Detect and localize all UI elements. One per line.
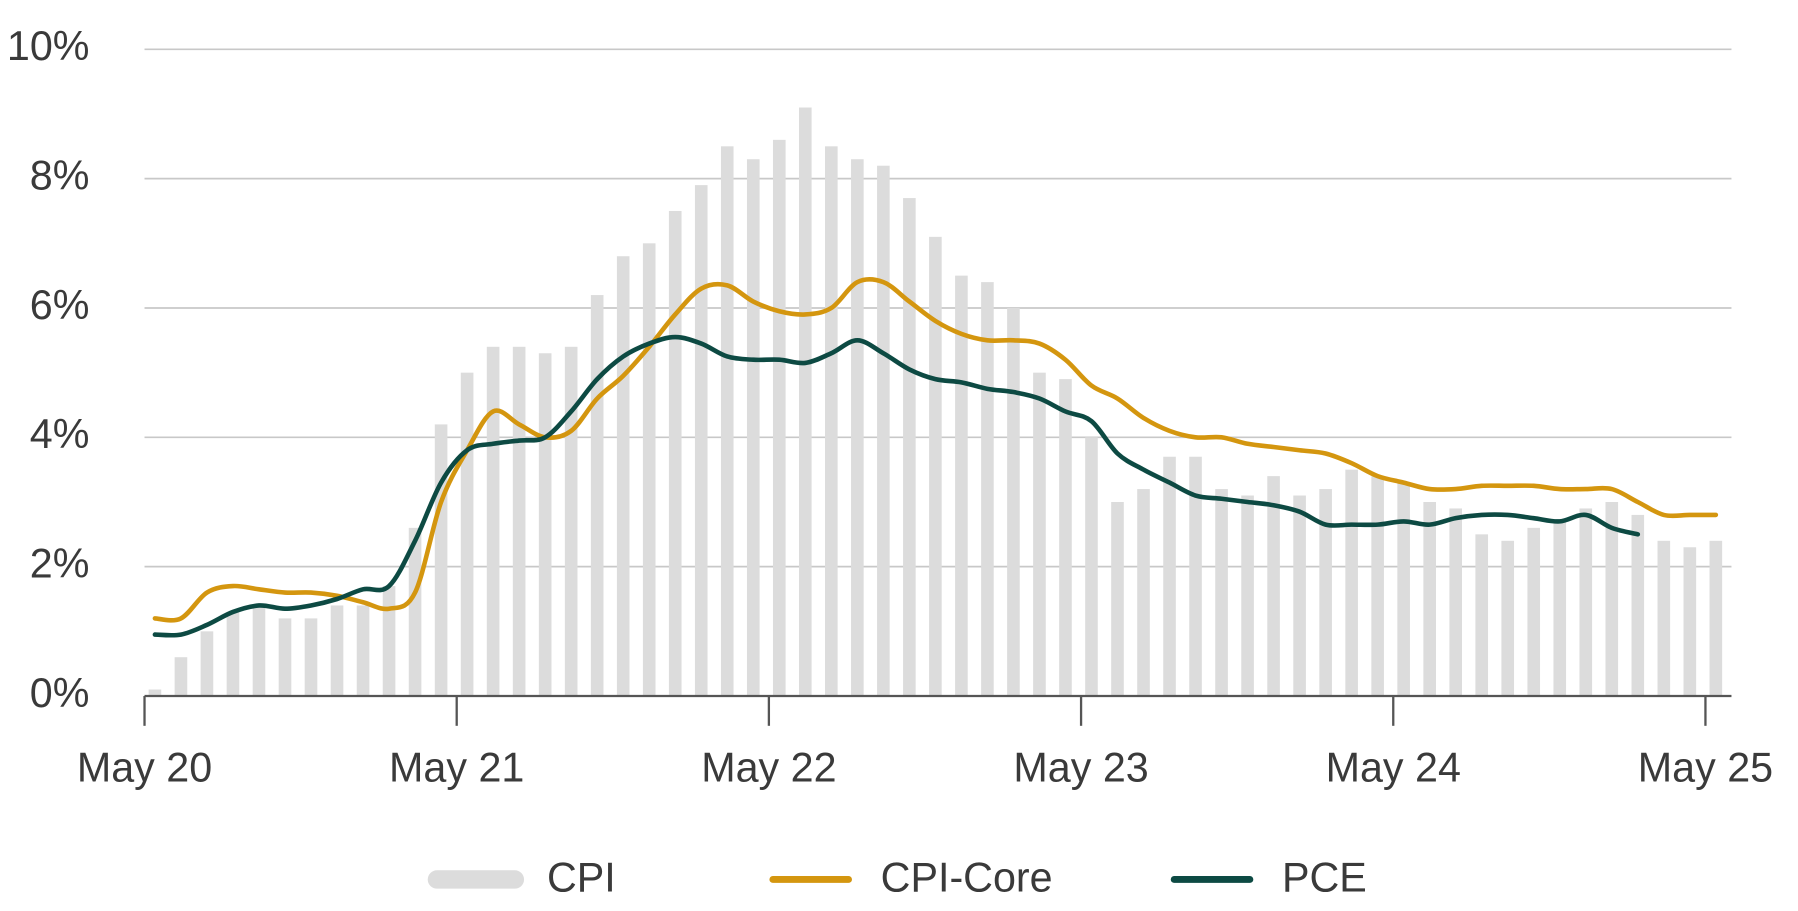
bar — [252, 605, 266, 697]
bar — [981, 282, 994, 697]
y-tick-label: 6% — [30, 282, 90, 328]
bar — [1241, 495, 1254, 697]
y-tick-label: 10% — [7, 23, 90, 69]
bar — [616, 256, 630, 697]
bar — [538, 353, 552, 697]
bar — [1111, 501, 1124, 697]
bar — [330, 605, 344, 697]
bar — [1163, 456, 1176, 697]
bar — [1319, 489, 1332, 697]
bar — [1371, 476, 1384, 697]
x-tick-label: May 20 — [77, 744, 212, 790]
bar — [382, 586, 396, 697]
bar — [512, 346, 526, 697]
bar — [1553, 521, 1567, 697]
bar — [1423, 501, 1436, 697]
y-tick-label: 2% — [30, 541, 90, 587]
y-tick-label: 8% — [30, 153, 90, 199]
line — [152, 276, 1719, 623]
bar — [460, 372, 474, 697]
bar — [1293, 495, 1306, 697]
bar — [1215, 489, 1228, 697]
line — [152, 334, 1641, 638]
bar — [1033, 372, 1046, 697]
bar — [746, 159, 760, 697]
bar — [799, 107, 812, 697]
bar — [877, 165, 890, 697]
bar — [1657, 540, 1671, 697]
x-tick-label: May 22 — [701, 744, 836, 790]
bar — [1605, 501, 1619, 697]
bar — [668, 210, 682, 697]
bar — [486, 346, 500, 697]
bar — [1501, 540, 1515, 697]
bar — [200, 631, 214, 697]
bar — [1475, 534, 1489, 697]
bar — [720, 146, 734, 697]
bar — [1137, 489, 1150, 697]
bar — [694, 185, 708, 697]
x-tick-label: May 23 — [1013, 744, 1148, 790]
x-tick-label: May 25 — [1638, 744, 1773, 790]
bar — [174, 657, 188, 697]
bar — [1345, 469, 1358, 697]
x-tick-label: May 21 — [389, 744, 524, 790]
bar — [1085, 437, 1098, 697]
bar — [226, 611, 240, 697]
bar — [929, 236, 942, 697]
bar — [590, 295, 604, 697]
bar — [434, 424, 448, 697]
y-tick-label: 4% — [30, 411, 90, 457]
bar — [1059, 379, 1072, 697]
bar — [304, 618, 318, 697]
bar — [903, 198, 916, 697]
bar — [408, 527, 422, 697]
legend-label: CPI — [547, 855, 616, 901]
bar — [1631, 514, 1645, 697]
bar — [955, 275, 968, 697]
bar — [1709, 540, 1723, 697]
bar — [772, 139, 786, 697]
bar — [148, 689, 162, 697]
legend-label: CPI-Core — [881, 855, 1053, 901]
bar — [1683, 547, 1697, 697]
bar — [1267, 476, 1280, 697]
bar — [642, 243, 656, 697]
bar — [1449, 508, 1462, 697]
legend-label: PCE — [1282, 855, 1367, 901]
bar — [1007, 307, 1020, 697]
bar — [564, 346, 578, 697]
x-tick-label: May 24 — [1326, 744, 1461, 790]
bar — [278, 618, 292, 697]
bar — [851, 159, 864, 697]
bar — [825, 146, 838, 697]
bar — [1189, 456, 1202, 697]
y-tick-label: 0% — [30, 670, 90, 716]
bar — [1397, 482, 1410, 697]
bar — [1527, 527, 1541, 697]
bar — [356, 605, 370, 697]
bar — [1579, 508, 1593, 697]
